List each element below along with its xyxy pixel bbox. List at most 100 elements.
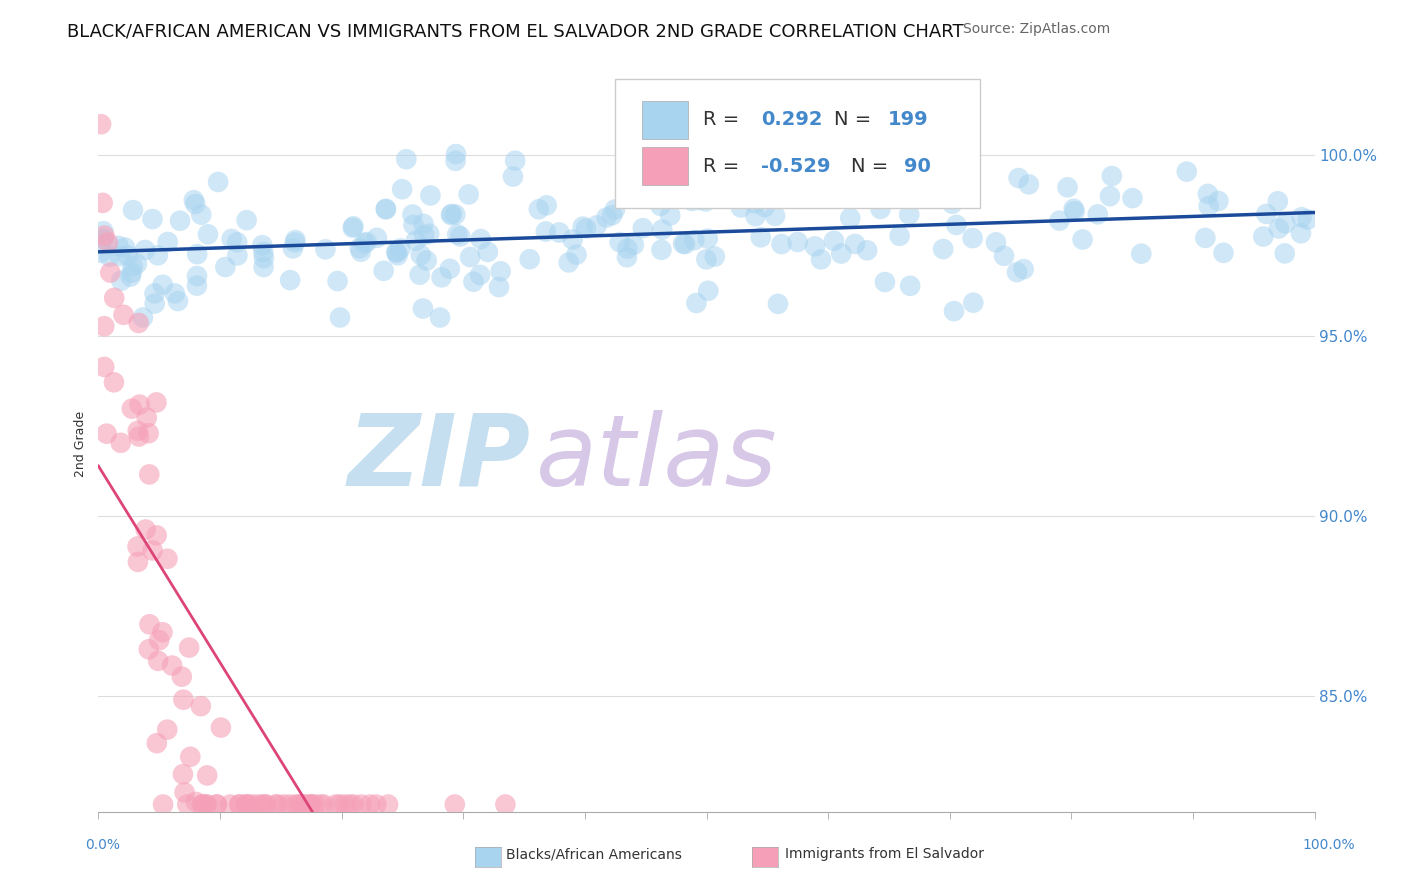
Point xyxy=(179,640,201,655)
Point xyxy=(401,207,423,221)
Point xyxy=(152,277,174,292)
Point xyxy=(299,797,322,812)
Point xyxy=(148,633,170,648)
Point xyxy=(690,166,713,180)
Point xyxy=(127,424,149,438)
Point xyxy=(1087,207,1109,221)
Point xyxy=(444,147,467,161)
Point xyxy=(191,797,214,812)
Point xyxy=(1256,207,1278,221)
Point xyxy=(439,261,461,276)
Point xyxy=(443,797,465,812)
Point xyxy=(786,235,808,249)
Point xyxy=(412,217,434,231)
Point xyxy=(138,426,160,441)
Point xyxy=(179,749,201,764)
Point xyxy=(170,670,193,684)
Point xyxy=(145,528,167,542)
Point xyxy=(127,540,149,554)
Point xyxy=(823,234,845,248)
Point xyxy=(134,243,156,257)
Point xyxy=(1005,265,1028,279)
Point xyxy=(1289,227,1312,241)
Point xyxy=(135,523,157,537)
Point xyxy=(184,795,207,809)
Point xyxy=(402,218,425,232)
Point xyxy=(128,429,150,443)
Point xyxy=(195,768,218,782)
Point xyxy=(349,241,371,255)
Point xyxy=(377,797,399,812)
FancyBboxPatch shape xyxy=(616,79,980,209)
Point xyxy=(342,220,364,235)
Point xyxy=(226,235,249,250)
Point xyxy=(856,244,879,258)
Point xyxy=(898,278,921,293)
Point xyxy=(91,195,114,210)
Point xyxy=(278,273,301,287)
Point xyxy=(1212,245,1234,260)
Point xyxy=(444,207,467,221)
Point xyxy=(252,238,274,252)
Point xyxy=(1268,221,1291,235)
Point xyxy=(534,225,557,239)
Point xyxy=(329,310,352,325)
Text: R =: R = xyxy=(703,111,745,129)
Point xyxy=(463,275,485,289)
Point xyxy=(107,239,129,253)
Point xyxy=(839,211,862,226)
Point xyxy=(561,232,583,246)
Point xyxy=(228,797,250,812)
Point xyxy=(121,266,143,280)
Point xyxy=(1291,211,1313,225)
Point xyxy=(278,797,301,812)
Point xyxy=(186,247,208,261)
Point xyxy=(226,248,249,262)
Point xyxy=(412,301,434,316)
Point xyxy=(96,426,118,441)
Point xyxy=(477,244,499,259)
Point xyxy=(148,654,170,668)
Point xyxy=(184,197,207,211)
Point xyxy=(688,193,710,207)
Point xyxy=(350,797,373,812)
Point xyxy=(565,247,588,261)
Text: -0.529: -0.529 xyxy=(761,157,831,176)
Point xyxy=(744,196,766,211)
Point xyxy=(290,797,312,812)
Point xyxy=(609,235,631,249)
Point xyxy=(873,275,896,289)
Point xyxy=(1049,213,1071,227)
Point xyxy=(128,398,150,412)
Point xyxy=(284,233,307,247)
Point xyxy=(266,797,288,812)
Point xyxy=(696,232,718,246)
Point xyxy=(373,264,395,278)
Point xyxy=(488,280,510,294)
Point xyxy=(865,183,887,197)
Point xyxy=(385,245,408,260)
Point xyxy=(304,797,326,812)
Point xyxy=(754,200,776,214)
Point xyxy=(770,237,793,252)
Point xyxy=(869,202,891,216)
Point xyxy=(190,699,212,714)
Point xyxy=(557,255,579,269)
Point xyxy=(430,270,453,285)
Point xyxy=(575,221,598,235)
Point xyxy=(93,224,115,238)
Point xyxy=(647,174,669,188)
Point xyxy=(103,291,125,305)
Point xyxy=(309,797,332,812)
Point xyxy=(1175,164,1198,178)
Point xyxy=(128,316,150,330)
Point xyxy=(548,226,571,240)
Point xyxy=(749,230,772,244)
Point xyxy=(264,797,287,812)
Point xyxy=(683,233,706,247)
Point xyxy=(127,555,149,569)
Point xyxy=(235,797,257,812)
Point xyxy=(146,248,169,262)
Point xyxy=(172,767,194,781)
Point xyxy=(254,797,277,812)
